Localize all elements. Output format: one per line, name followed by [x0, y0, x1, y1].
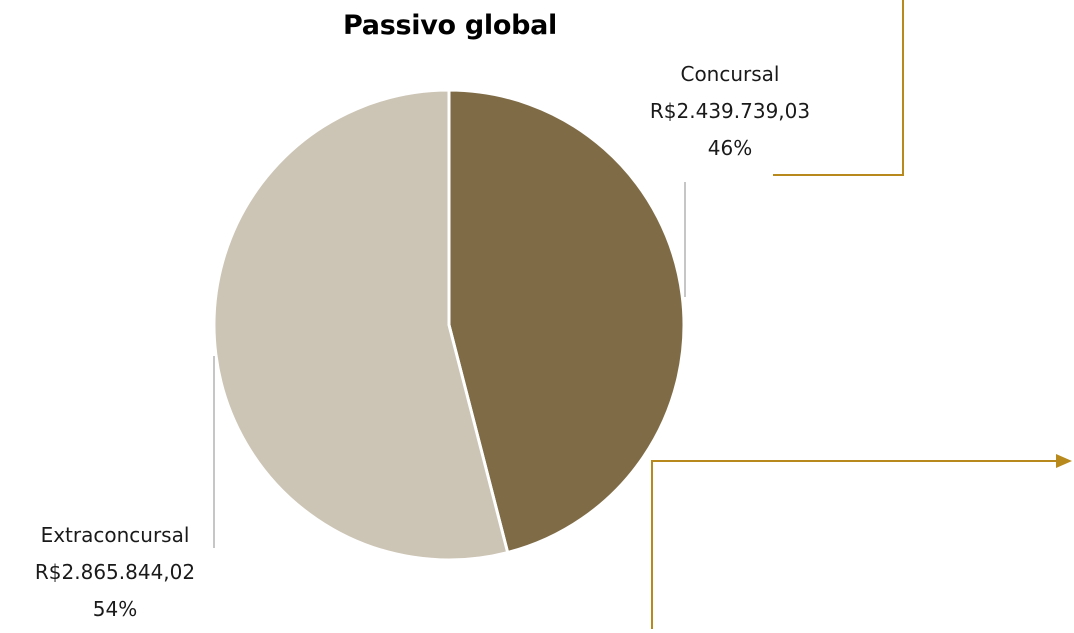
slice-value-concursal: R$2.439.739,03 [649, 99, 811, 123]
slice-label-concursal: Concursal [680, 62, 780, 86]
data-label-extraconcursal: Extraconcursal R$2.865.844,02 54% [0, 517, 230, 628]
slice-value-extraconcursal: R$2.865.844,02 [34, 560, 196, 584]
pie-slice-concursal [447, 88, 686, 555]
leader-lines [213, 182, 686, 548]
slice-percent-extraconcursal: 54% [92, 597, 138, 621]
pie-slice-extraconcursal [212, 88, 510, 562]
decorative-lines [651, 0, 1072, 629]
arrow-head-icon [1056, 454, 1072, 468]
data-label-concursal: Concursal R$2.439.739,03 46% [620, 56, 840, 167]
slice-percent-concursal: 46% [707, 136, 753, 160]
slice-label-extraconcursal: Extraconcursal [40, 523, 190, 547]
chart-title: Passivo global [343, 10, 557, 41]
pie-slices [212, 88, 686, 562]
